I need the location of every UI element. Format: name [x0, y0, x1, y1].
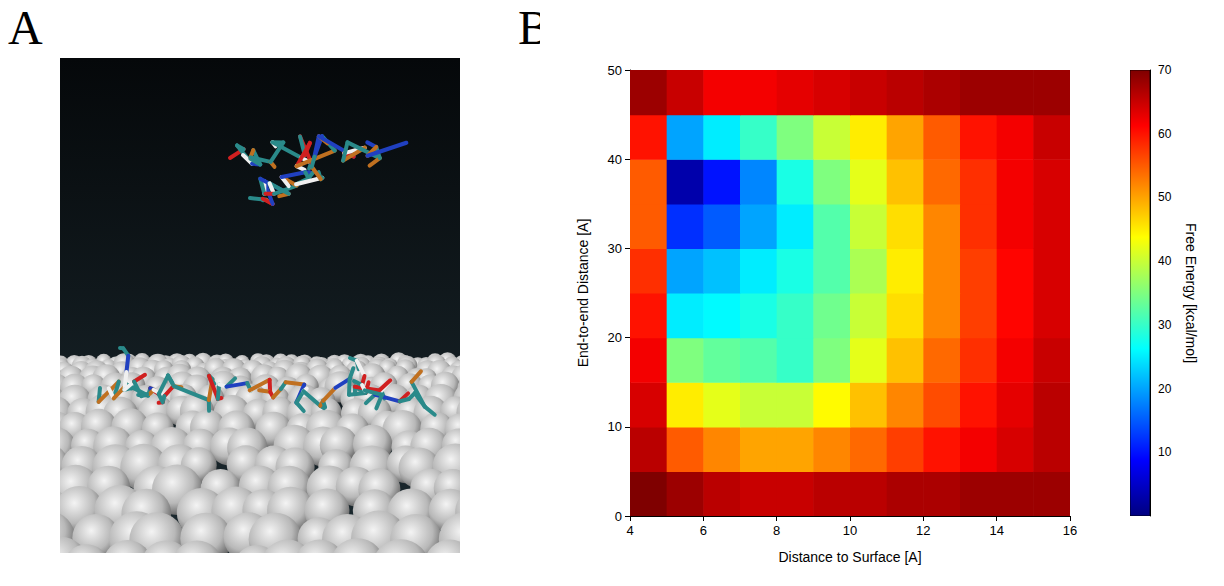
svg-text:60: 60	[1158, 127, 1172, 141]
svg-text:30: 30	[1158, 318, 1172, 332]
svg-text:12: 12	[916, 523, 930, 538]
svg-text:14: 14	[989, 523, 1003, 538]
svg-text:4: 4	[626, 523, 633, 538]
svg-text:30: 30	[608, 241, 622, 256]
svg-text:70: 70	[1158, 63, 1172, 77]
svg-text:10: 10	[1158, 445, 1172, 459]
svg-text:8: 8	[773, 523, 780, 538]
svg-text:20: 20	[608, 330, 622, 345]
svg-text:Distance to Surface [A]: Distance to Surface [A]	[778, 549, 921, 565]
svg-text:40: 40	[608, 152, 622, 167]
svg-text:0: 0	[615, 509, 622, 524]
html-text:B: B	[518, 1, 550, 54]
svg-text:10: 10	[843, 523, 857, 538]
svg-text:6: 6	[700, 523, 707, 538]
html-text:A: A	[8, 1, 43, 54]
svg-text:20: 20	[1158, 382, 1172, 396]
svg-text:10: 10	[608, 419, 622, 434]
svg-text:Free Energy [kcal/mol]: Free Energy [kcal/mol]	[1183, 223, 1199, 363]
svg-text:50: 50	[1158, 190, 1172, 204]
svg-text:End-to-end Distance [A]: End-to-end Distance [A]	[575, 219, 591, 368]
svg-text:40: 40	[1158, 254, 1172, 268]
svg-text:50: 50	[608, 63, 622, 78]
svg-text:16: 16	[1063, 523, 1077, 538]
